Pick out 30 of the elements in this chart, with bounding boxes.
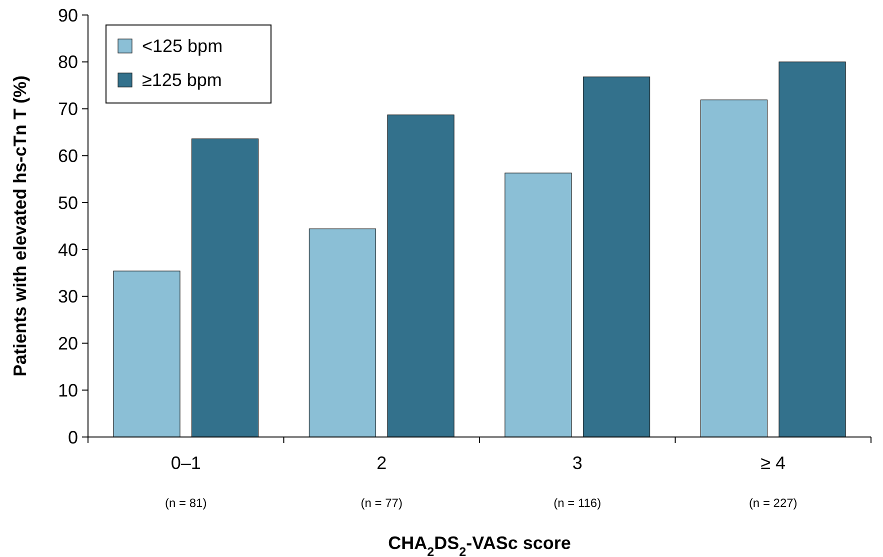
- y-tick-label: 80: [58, 52, 78, 72]
- y-tick-label: 40: [58, 240, 78, 260]
- bar: [778, 62, 846, 438]
- y-tick-label: 70: [58, 99, 78, 120]
- x-tick-label: ≥ 4: [760, 453, 786, 473]
- y-tick-label: 10: [58, 380, 78, 400]
- bar: [308, 228, 376, 438]
- x-tick-label: 3: [572, 453, 582, 473]
- text: (n = 116): [554, 496, 602, 510]
- bar: [700, 100, 768, 438]
- bar: [113, 270, 180, 438]
- bar: [504, 172, 572, 438]
- x-tick-label: 2: [376, 453, 387, 473]
- y-axis-title: Patients with elevated hs-cTn T (%): [10, 75, 30, 377]
- text: (n = 81): [165, 496, 207, 510]
- y-tick-label: 60: [58, 146, 78, 166]
- y-tick-label: 30: [58, 286, 78, 307]
- bar: [387, 114, 454, 438]
- text: (n = 77): [360, 496, 402, 510]
- x-tick-label: 0–1: [170, 453, 201, 473]
- bar: [582, 76, 650, 438]
- legend-label: <125 bpm: [142, 36, 223, 56]
- y-tick-label: 20: [58, 334, 78, 354]
- x-axis-title: CHA$_{2}$DS$_{2}$-VASc score: [388, 533, 571, 557]
- y-tick-label: 50: [58, 192, 78, 213]
- y-tick-label: 0: [68, 427, 78, 448]
- legend-label: ≥125 bpm: [142, 70, 222, 90]
- y-tick-label: 90: [58, 5, 78, 26]
- bar: [191, 138, 259, 438]
- text: (n = 227): [748, 496, 798, 510]
